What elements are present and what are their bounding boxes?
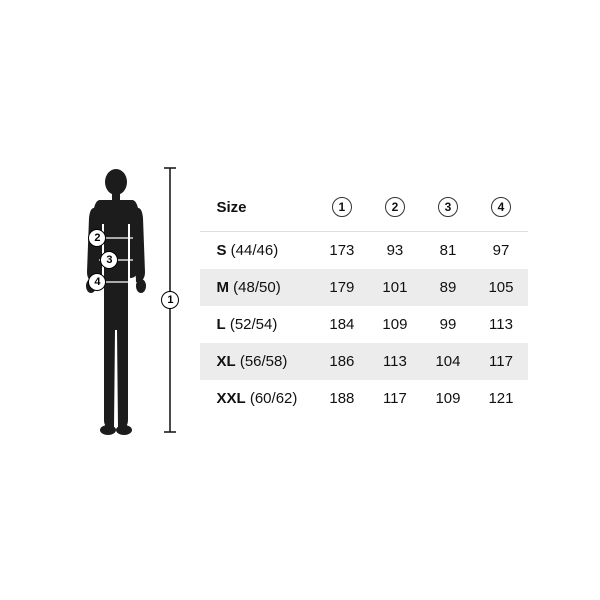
circled-number-icon: 3 (438, 197, 458, 217)
value-cell: 113 (368, 343, 421, 380)
value-cell: 113 (474, 306, 527, 343)
size-code: S (216, 242, 226, 259)
table-row: XL (56/58) 186 113 104 117 (200, 343, 527, 380)
circled-number-icon: 4 (491, 197, 511, 217)
header-col-2: 2 (368, 183, 421, 232)
table-row: S (44/46) 173 93 81 97 (200, 232, 527, 270)
value-cell: 117 (368, 380, 421, 417)
size-range: (52/54) (230, 316, 278, 333)
marker-label: 1 (167, 294, 173, 306)
value-cell: 99 (421, 306, 474, 343)
value-cell: 117 (474, 343, 527, 380)
size-cell: S (44/46) (200, 232, 315, 270)
table-row: XXL (60/62) 188 117 109 121 (200, 380, 527, 417)
marker-label: 3 (106, 255, 112, 266)
size-code: M (216, 279, 229, 296)
value-cell: 121 (474, 380, 527, 417)
circled-number-icon: 1 (332, 197, 352, 217)
value-cell: 186 (315, 343, 368, 380)
header-size: Size (200, 183, 315, 232)
table-row: L (52/54) 184 109 99 113 (200, 306, 527, 343)
value-cell: 97 (474, 232, 527, 270)
marker-label: 2 (94, 233, 100, 244)
size-range: (56/58) (240, 353, 288, 370)
body-figure: 2 3 4 1 (72, 160, 182, 440)
value-cell: 173 (315, 232, 368, 270)
size-code: XL (216, 353, 235, 370)
value-cell: 81 (421, 232, 474, 270)
size-table: Size 1 2 3 4 S (44/46) 173 93 81 97 M (4… (200, 183, 527, 417)
value-cell: 93 (368, 232, 421, 270)
header-col-1: 1 (315, 183, 368, 232)
size-code: XXL (216, 390, 245, 407)
header-col-3: 3 (421, 183, 474, 232)
circled-number-icon: 2 (385, 197, 405, 217)
size-cell: XL (56/58) (200, 343, 315, 380)
value-cell: 89 (421, 269, 474, 306)
table-body: S (44/46) 173 93 81 97 M (48/50) 179 101… (200, 232, 527, 418)
value-cell: 109 (368, 306, 421, 343)
size-cell: M (48/50) (200, 269, 315, 306)
size-range: (60/62) (250, 390, 298, 407)
table-row: M (48/50) 179 101 89 105 (200, 269, 527, 306)
size-range: (44/46) (231, 242, 279, 259)
value-cell: 184 (315, 306, 368, 343)
header-col-4: 4 (474, 183, 527, 232)
value-cell: 188 (315, 380, 368, 417)
size-cell: L (52/54) (200, 306, 315, 343)
table-header-row: Size 1 2 3 4 (200, 183, 527, 232)
value-cell: 101 (368, 269, 421, 306)
size-chart: 2 3 4 1 Size 1 2 3 4 S (44/46) 173 93 (60, 160, 539, 440)
value-cell: 179 (315, 269, 368, 306)
size-code: L (216, 316, 225, 333)
value-cell: 105 (474, 269, 527, 306)
marker-label: 4 (94, 277, 100, 288)
size-range: (48/50) (233, 279, 281, 296)
value-cell: 109 (421, 380, 474, 417)
size-cell: XXL (60/62) (200, 380, 315, 417)
value-cell: 104 (421, 343, 474, 380)
